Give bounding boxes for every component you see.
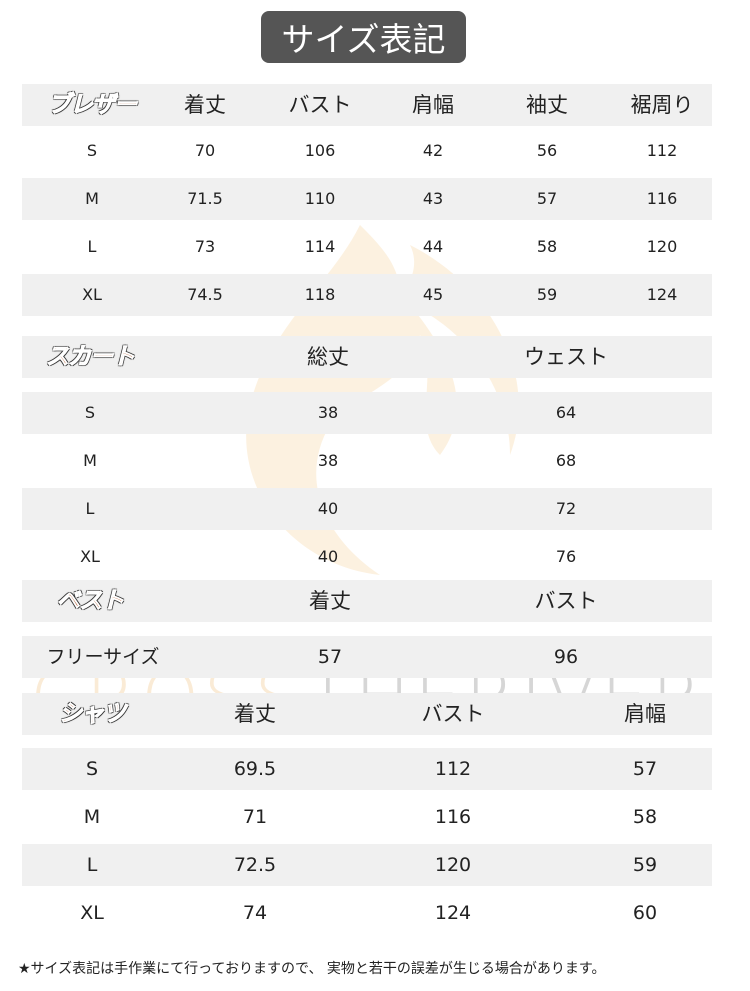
size-label: S <box>84 403 96 422</box>
size-label: L <box>86 854 98 876</box>
blazer-table-row: S 70 106 42 56 112 <box>22 130 712 172</box>
measurement-cell: 40 <box>317 547 339 566</box>
measurement-cell: 69.5 <box>233 758 277 780</box>
measurement-cell: 106 <box>304 141 336 160</box>
column-header: 袖丈 <box>526 93 568 117</box>
size-label: フリーサイズ <box>46 646 160 668</box>
measurement-cell: 118 <box>304 285 336 304</box>
measurement-cell: 96 <box>553 646 579 668</box>
shirt-table-row: L 72.5 120 59 <box>22 844 712 886</box>
measurement-cell: 110 <box>304 189 336 208</box>
skirt-table-row: L 40 72 <box>22 488 712 530</box>
skirt-table-row: M 38 68 <box>22 440 712 482</box>
skirt-table-row: XL 40 76 <box>22 536 712 578</box>
blazer-section-label: ブレザー <box>48 92 138 119</box>
skirt-section-label: スカート <box>46 344 136 371</box>
measurement-cell: 71.5 <box>187 189 223 208</box>
measurement-cell: 57 <box>632 758 658 780</box>
measurement-cell: 57 <box>536 189 558 208</box>
measurement-cell: 74.5 <box>187 285 223 304</box>
size-label: S <box>85 758 99 780</box>
measurement-cell: 116 <box>434 806 472 828</box>
column-header: 着丈 <box>234 702 276 726</box>
column-header: 裾周り <box>630 93 694 117</box>
measurement-cell: 124 <box>646 285 678 304</box>
column-header: 肩幅 <box>412 93 454 117</box>
page-title: サイズ表記 <box>261 11 466 63</box>
column-header: 着丈 <box>309 589 351 613</box>
measurement-cell: 42 <box>422 141 444 160</box>
size-label: M <box>83 806 101 828</box>
size-label: XL <box>82 285 102 304</box>
size-label: M <box>85 189 99 208</box>
size-label: XL <box>80 547 100 566</box>
measurement-cell: 60 <box>632 902 658 924</box>
measurement-cell: 116 <box>646 189 678 208</box>
measurement-cell: 57 <box>317 646 343 668</box>
footnote: ★サイズ表記は手作業にて行っておりますので、 実物と若干の誤差が生じる場合があり… <box>18 961 606 977</box>
column-header: バスト <box>534 589 598 613</box>
shirt-table-row: S 69.5 112 57 <box>22 748 712 790</box>
measurement-cell: 38 <box>317 451 339 470</box>
measurement-cell: 70 <box>194 141 216 160</box>
column-header: ウェスト <box>524 345 608 369</box>
shirt-table-row: M 71 116 58 <box>22 796 712 838</box>
measurement-cell: 64 <box>555 403 577 422</box>
measurement-cell: 114 <box>304 237 336 256</box>
measurement-cell: 38 <box>317 403 339 422</box>
shirt-section-label: シャツ <box>59 701 127 728</box>
vest-header-row: ベスト 着丈 バスト <box>22 580 712 622</box>
measurement-cell: 58 <box>632 806 658 828</box>
column-header: 総丈 <box>307 345 349 369</box>
size-label: XL <box>80 902 104 924</box>
measurement-cell: 45 <box>422 285 444 304</box>
measurement-cell: 73 <box>194 237 216 256</box>
measurement-cell: 72.5 <box>233 854 277 876</box>
size-label: L <box>85 499 95 518</box>
blazer-table-row: L 73 114 44 58 120 <box>22 226 712 268</box>
column-header: バスト <box>421 702 485 726</box>
measurement-cell: 112 <box>646 141 678 160</box>
measurement-cell: 71 <box>242 806 268 828</box>
vest-table-row: フリーサイズ 57 96 <box>22 636 712 678</box>
column-header: 肩幅 <box>624 702 666 726</box>
blazer-table-row: XL 74.5 118 45 59 124 <box>22 274 712 316</box>
skirt-header-row: スカート 総丈 ウェスト <box>22 336 712 378</box>
column-header: 着丈 <box>184 93 226 117</box>
measurement-cell: 40 <box>317 499 339 518</box>
measurement-cell: 72 <box>555 499 577 518</box>
size-label: S <box>86 141 98 160</box>
size-label: L <box>87 237 97 256</box>
size-label: M <box>83 451 97 470</box>
skirt-table-row: S 38 64 <box>22 392 712 434</box>
measurement-cell: 44 <box>422 237 444 256</box>
shirt-header-row: シャツ 着丈 バスト 肩幅 <box>22 693 712 735</box>
measurement-cell: 74 <box>242 902 268 924</box>
measurement-cell: 120 <box>434 854 472 876</box>
measurement-cell: 59 <box>632 854 658 876</box>
measurement-cell: 43 <box>422 189 444 208</box>
measurement-cell: 58 <box>536 237 558 256</box>
measurement-cell: 112 <box>434 758 472 780</box>
measurement-cell: 56 <box>536 141 558 160</box>
measurement-cell: 59 <box>536 285 558 304</box>
blazer-header-row: ブレザー 着丈 バスト 肩幅 袖丈 裾周り <box>22 84 712 126</box>
blazer-table-row: M 71.5 110 43 57 116 <box>22 178 712 220</box>
column-header: バスト <box>288 93 352 117</box>
measurement-cell: 68 <box>555 451 577 470</box>
measurement-cell: 76 <box>555 547 577 566</box>
shirt-table-row: XL 74 124 60 <box>22 892 712 934</box>
measurement-cell: 124 <box>434 902 472 924</box>
vest-section-label: ベスト <box>56 588 124 615</box>
measurement-cell: 120 <box>646 237 678 256</box>
